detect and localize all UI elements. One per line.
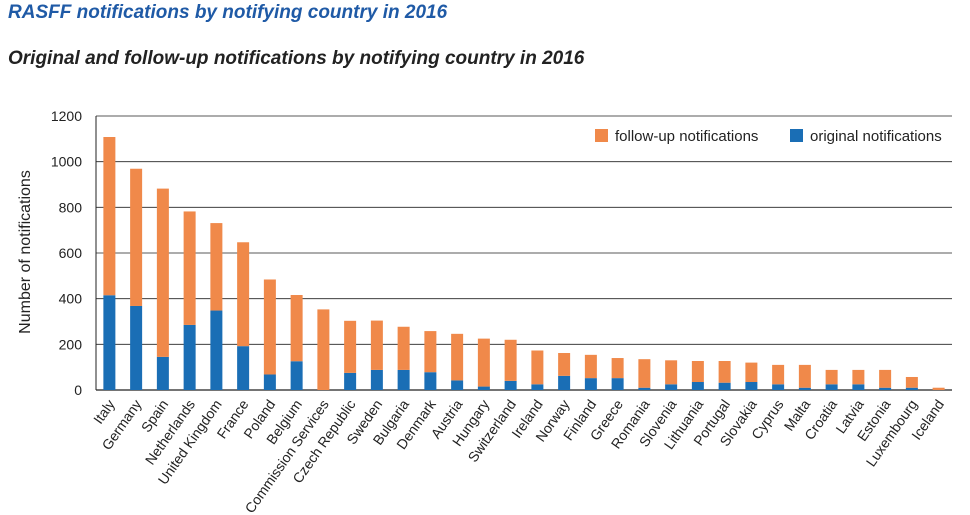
y-axis: 0 200 400 600 800 1000 1200 <box>51 108 97 398</box>
bar-original <box>263 374 276 390</box>
y-tick-label: 200 <box>59 336 83 352</box>
bar-follow-up <box>691 361 704 383</box>
bar-follow-up <box>905 376 918 388</box>
bar-follow-up <box>397 326 410 370</box>
bar-original <box>290 361 303 390</box>
legend: follow-up notifications original notifica… <box>595 128 942 145</box>
y-tick-label: 800 <box>59 199 83 215</box>
bar-follow-up <box>584 354 597 379</box>
legend-label: follow-up notifications <box>615 128 758 145</box>
bar-follow-up <box>558 353 571 376</box>
bar-original <box>370 369 383 390</box>
bar-original <box>611 378 624 390</box>
y-tick-label: 600 <box>59 245 83 261</box>
legend-label: original notifications <box>810 128 942 145</box>
bar-follow-up <box>504 339 517 381</box>
bar-original <box>397 369 410 390</box>
bar-follow-up <box>477 338 490 387</box>
bar-original <box>237 346 250 390</box>
bar-follow-up <box>424 331 437 373</box>
legend-swatch <box>790 129 803 142</box>
bar-original <box>130 305 143 390</box>
bar-original <box>772 384 785 390</box>
y-tick-label: 1200 <box>51 108 82 124</box>
bar-original <box>558 375 571 390</box>
bar-follow-up <box>290 295 303 362</box>
gridlines <box>96 115 952 391</box>
bar-original <box>798 387 811 390</box>
bar-follow-up <box>772 364 785 385</box>
bar-follow-up <box>156 188 169 357</box>
bar-follow-up <box>932 387 945 390</box>
bar-original <box>531 384 544 390</box>
bar-follow-up <box>825 369 838 385</box>
bar-original <box>210 310 223 390</box>
y-tick-label: 400 <box>59 291 83 307</box>
bar-follow-up <box>852 369 865 385</box>
bar-original <box>451 380 464 390</box>
bar-original <box>825 384 838 390</box>
y-tick-label: 1000 <box>51 154 82 170</box>
bar-follow-up <box>718 361 731 383</box>
bar-original <box>905 387 918 390</box>
bar-follow-up <box>263 279 276 375</box>
y-tick-label: 0 <box>74 382 82 398</box>
bar-original <box>879 387 892 390</box>
bar-follow-up <box>665 360 678 385</box>
bar-follow-up <box>103 137 116 296</box>
bars <box>103 137 945 390</box>
bar-follow-up <box>370 320 383 370</box>
y-axis-label: Number of notifications <box>17 170 34 334</box>
bar-follow-up <box>130 168 143 306</box>
bar-follow-up <box>344 320 357 373</box>
chart-title: RASFF notifications by notifying country… <box>8 2 448 23</box>
bar-original <box>665 384 678 390</box>
bar-original <box>638 387 651 390</box>
bar-follow-up <box>183 211 196 325</box>
bar-original <box>477 386 490 390</box>
bar-follow-up <box>638 359 651 388</box>
chart-subtitle: Original and follow-up notifications by … <box>8 48 585 69</box>
bar-follow-up <box>317 309 330 390</box>
bar-original <box>183 324 196 390</box>
bar-original <box>718 382 731 390</box>
bar-original <box>344 372 357 390</box>
bar-original <box>156 356 169 390</box>
bar-original <box>745 382 758 390</box>
bar-original <box>852 384 865 390</box>
bar-original <box>584 378 597 390</box>
bar-original <box>103 295 116 390</box>
bar-follow-up <box>611 358 624 379</box>
bar-follow-up <box>237 242 250 347</box>
bar-follow-up <box>531 350 544 385</box>
bar-original <box>424 372 437 390</box>
bar-follow-up <box>745 362 758 383</box>
bar-follow-up <box>451 333 464 381</box>
bar-follow-up <box>210 223 223 311</box>
bar-follow-up <box>879 369 892 388</box>
bar-original <box>504 380 517 390</box>
bar-original <box>691 382 704 390</box>
legend-swatch <box>595 129 608 142</box>
bar-follow-up <box>798 364 811 388</box>
